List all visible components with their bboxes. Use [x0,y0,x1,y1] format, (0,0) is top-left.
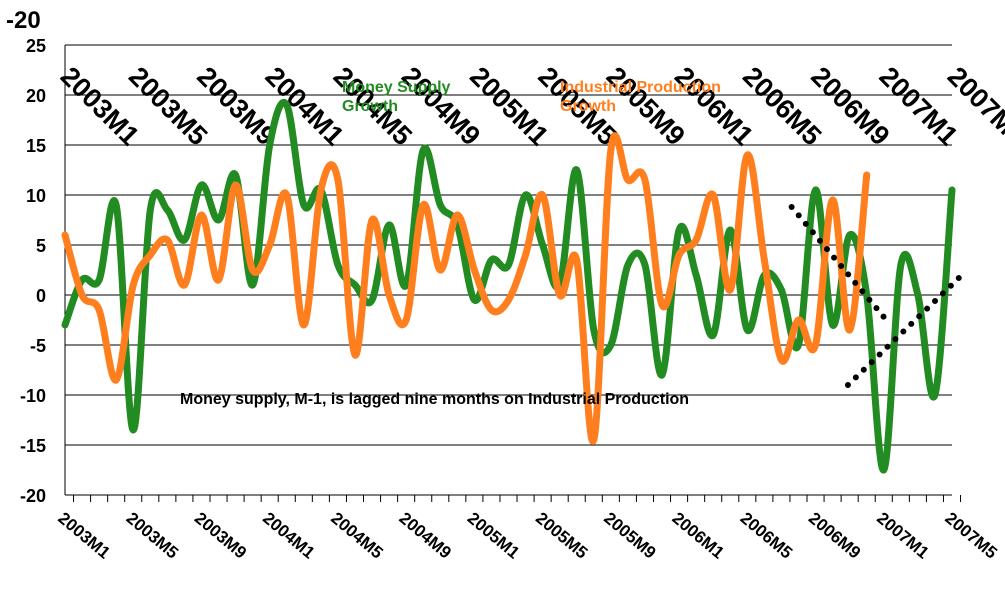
x-tick-label: 2006M1 [669,509,728,563]
y-tick-label: 5 [36,236,46,256]
series-line [61,132,871,445]
x-tick-label: 2006M9 [805,509,864,563]
y-tick-label: -15 [20,436,46,456]
x-tick-label: 2003M5 [123,509,182,563]
y-tick-label: 20 [26,86,46,106]
x-tick-label: 2006M5 [737,509,796,563]
series-label: Money Supply Growth [342,79,451,115]
annotation: Money supply, M-1, is lagged nine months… [180,391,690,408]
trend-line [788,204,894,328]
y-tick-label: -10 [20,386,46,406]
x-tick-label: 2007M1 [873,509,932,563]
y-tick-label: -20 [20,486,46,506]
x-tick-label: 2005M1 [464,509,523,563]
x-tick-label: 2007M5 [941,509,1000,563]
y-tick-label: 15 [26,136,46,156]
x-tick-label: 2004M9 [396,509,455,563]
x-tick-label: 2003M9 [191,509,250,563]
trend-line [844,275,962,388]
y-tick-label: 25 [26,36,46,56]
x-tick-label: 2004M5 [327,509,386,563]
x-tick-label: 2004M1 [259,509,318,563]
x-tick-label: 2005M5 [532,509,591,563]
x-tick-label: 2003M1 [54,509,113,563]
y-tick-label: -5 [30,336,46,356]
x-tick-label: 2005M9 [600,509,659,563]
top-label: -20 [6,7,41,34]
y-tick-label: 0 [36,286,46,306]
y-tick-label: 10 [26,186,46,206]
series-label: Industrial Production Growth [560,79,721,115]
